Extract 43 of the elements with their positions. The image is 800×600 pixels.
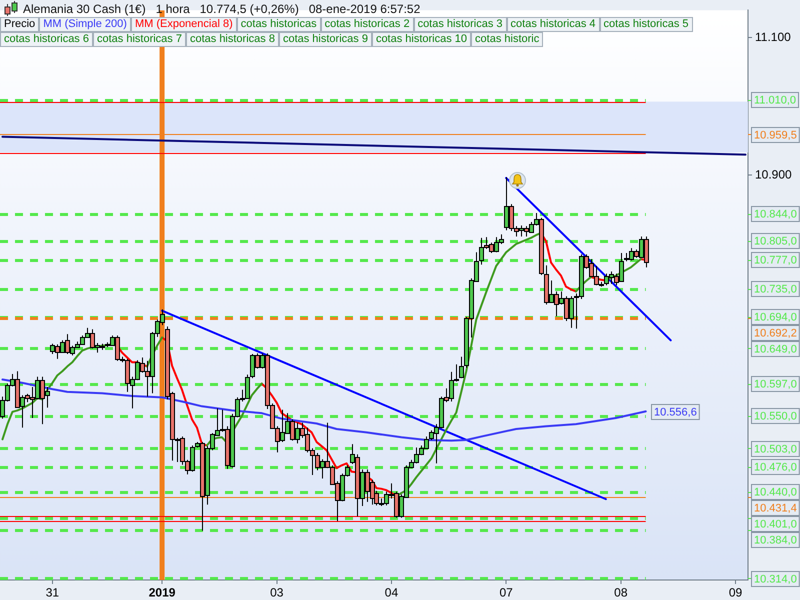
ref-line-label: 10.777,0	[754, 254, 797, 267]
ref-line-label: 10.401,0	[754, 518, 797, 531]
x-tick-label: 2019	[148, 586, 176, 600]
ref-line-label: 10.735,0	[754, 284, 797, 296]
annotation: cotas historicas 5	[600, 17, 693, 32]
annotation: cotas historicas 9	[278, 32, 372, 47]
x-tick-label: 31	[46, 586, 60, 600]
annotation: cotas historicas 8	[186, 32, 279, 47]
x-tick-label: 07	[499, 586, 514, 600]
annotation: cotas historicas	[236, 17, 321, 32]
annotation: cotas historicas 10	[372, 32, 472, 47]
ref-line-label: 10.959,5	[754, 130, 797, 142]
ref-line-label: 10.692,2	[754, 328, 797, 340]
ref-line-label: 10.431,4	[754, 502, 797, 515]
ref-line-label: 11.010,0	[754, 94, 796, 107]
text: MM (Simple 200)	[39, 17, 131, 32]
x-tick-label: 03	[270, 586, 284, 600]
x-tick-label: 08	[614, 586, 628, 600]
ref-line-label: 10.694,0	[754, 312, 797, 324]
y-tick-label: 10.900	[755, 168, 792, 182]
text: MM (Exponencial 8)	[130, 17, 237, 32]
annotation: cotas historicas 6	[0, 32, 93, 47]
ref-line-label: 10.503,0	[754, 444, 797, 456]
ref-line-label: 10.384,0	[754, 534, 797, 547]
ref-line-label: 10.550,0	[754, 410, 797, 423]
ref-line-label: 10.805,0	[754, 236, 797, 248]
annotation: cotas historicas 3	[414, 17, 507, 32]
chart-title: Alemania 30 Cash (1€) 1 hora 10.774,5 (+0,26%) 08-ene-2019 6:57:52	[23, 2, 420, 16]
ref-line-label: 10.844,0	[754, 208, 797, 221]
annotation: cotas historicas 7	[92, 32, 186, 47]
annotation: cotas historicas 2	[320, 17, 414, 32]
data-label: 10.556,6	[654, 406, 697, 419]
ref-line-label: 10.440,0	[754, 486, 797, 499]
ref-line-label: 10.314,0	[754, 574, 797, 586]
ref-line-label: 10.597,0	[754, 378, 797, 391]
y-tick-label: 11.100	[755, 30, 792, 44]
annotation: cotas historicas 4	[506, 17, 600, 32]
legend-label: Precio	[0, 17, 40, 32]
annotation: cotas historic	[471, 32, 544, 47]
ref-line-label: 10.476,0	[754, 462, 797, 474]
x-tick-label: 09	[728, 586, 743, 600]
x-tick-label: 04	[384, 586, 398, 600]
ref-line-label: 10.649,0	[754, 344, 797, 356]
